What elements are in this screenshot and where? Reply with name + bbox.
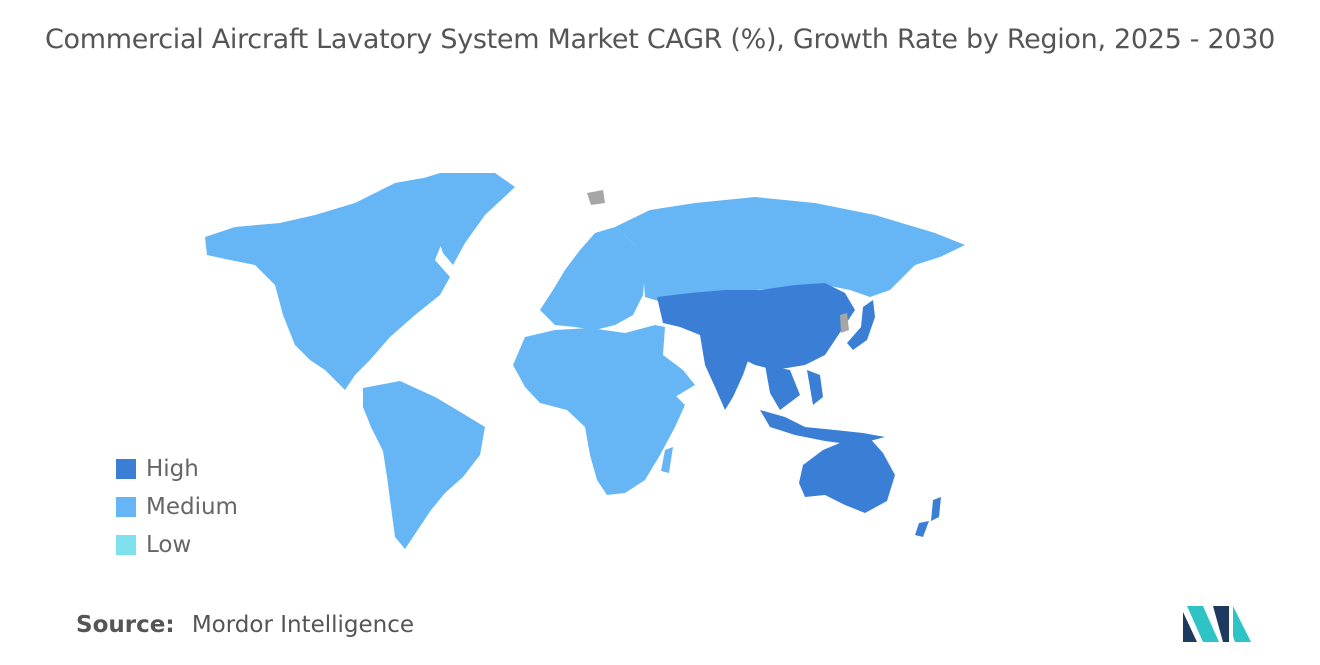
legend-swatch-low bbox=[116, 535, 136, 555]
region-south-america bbox=[363, 381, 485, 549]
region-india bbox=[700, 335, 750, 410]
world-map bbox=[205, 173, 965, 549]
region-middle-east bbox=[625, 325, 695, 397]
legend-item-high: High bbox=[116, 450, 238, 488]
source-label: Source: bbox=[76, 612, 175, 638]
region-australia bbox=[799, 435, 895, 513]
legend-swatch-medium bbox=[116, 497, 136, 517]
region-greenland bbox=[395, 173, 515, 265]
legend-item-medium: Medium bbox=[116, 488, 238, 526]
source-value: Mordor Intelligence bbox=[191, 612, 415, 638]
region-southeast-asia bbox=[760, 365, 885, 445]
region-china bbox=[657, 283, 855, 370]
legend-label-low: Low bbox=[146, 532, 192, 558]
region-europe bbox=[540, 227, 645, 330]
region-new-zealand bbox=[915, 497, 941, 537]
legend-label-high: High bbox=[146, 456, 199, 482]
region-korea bbox=[840, 313, 849, 333]
legend-label-medium: Medium bbox=[146, 494, 238, 520]
source-line: Source: Mordor Intelligence bbox=[76, 612, 414, 638]
region-madagascar bbox=[661, 447, 673, 473]
legend-swatch-high bbox=[116, 459, 136, 479]
region-africa bbox=[513, 328, 685, 495]
region-russia bbox=[615, 197, 965, 303]
legend: High Medium Low bbox=[116, 450, 238, 564]
chart-title: Commercial Aircraft Lavatory System Mark… bbox=[44, 24, 1276, 55]
mordor-intelligence-logo-icon bbox=[1183, 606, 1251, 642]
legend-item-low: Low bbox=[116, 526, 238, 564]
region-svalbard bbox=[587, 190, 605, 205]
region-north-america bbox=[205, 175, 470, 390]
region-japan bbox=[847, 300, 875, 350]
